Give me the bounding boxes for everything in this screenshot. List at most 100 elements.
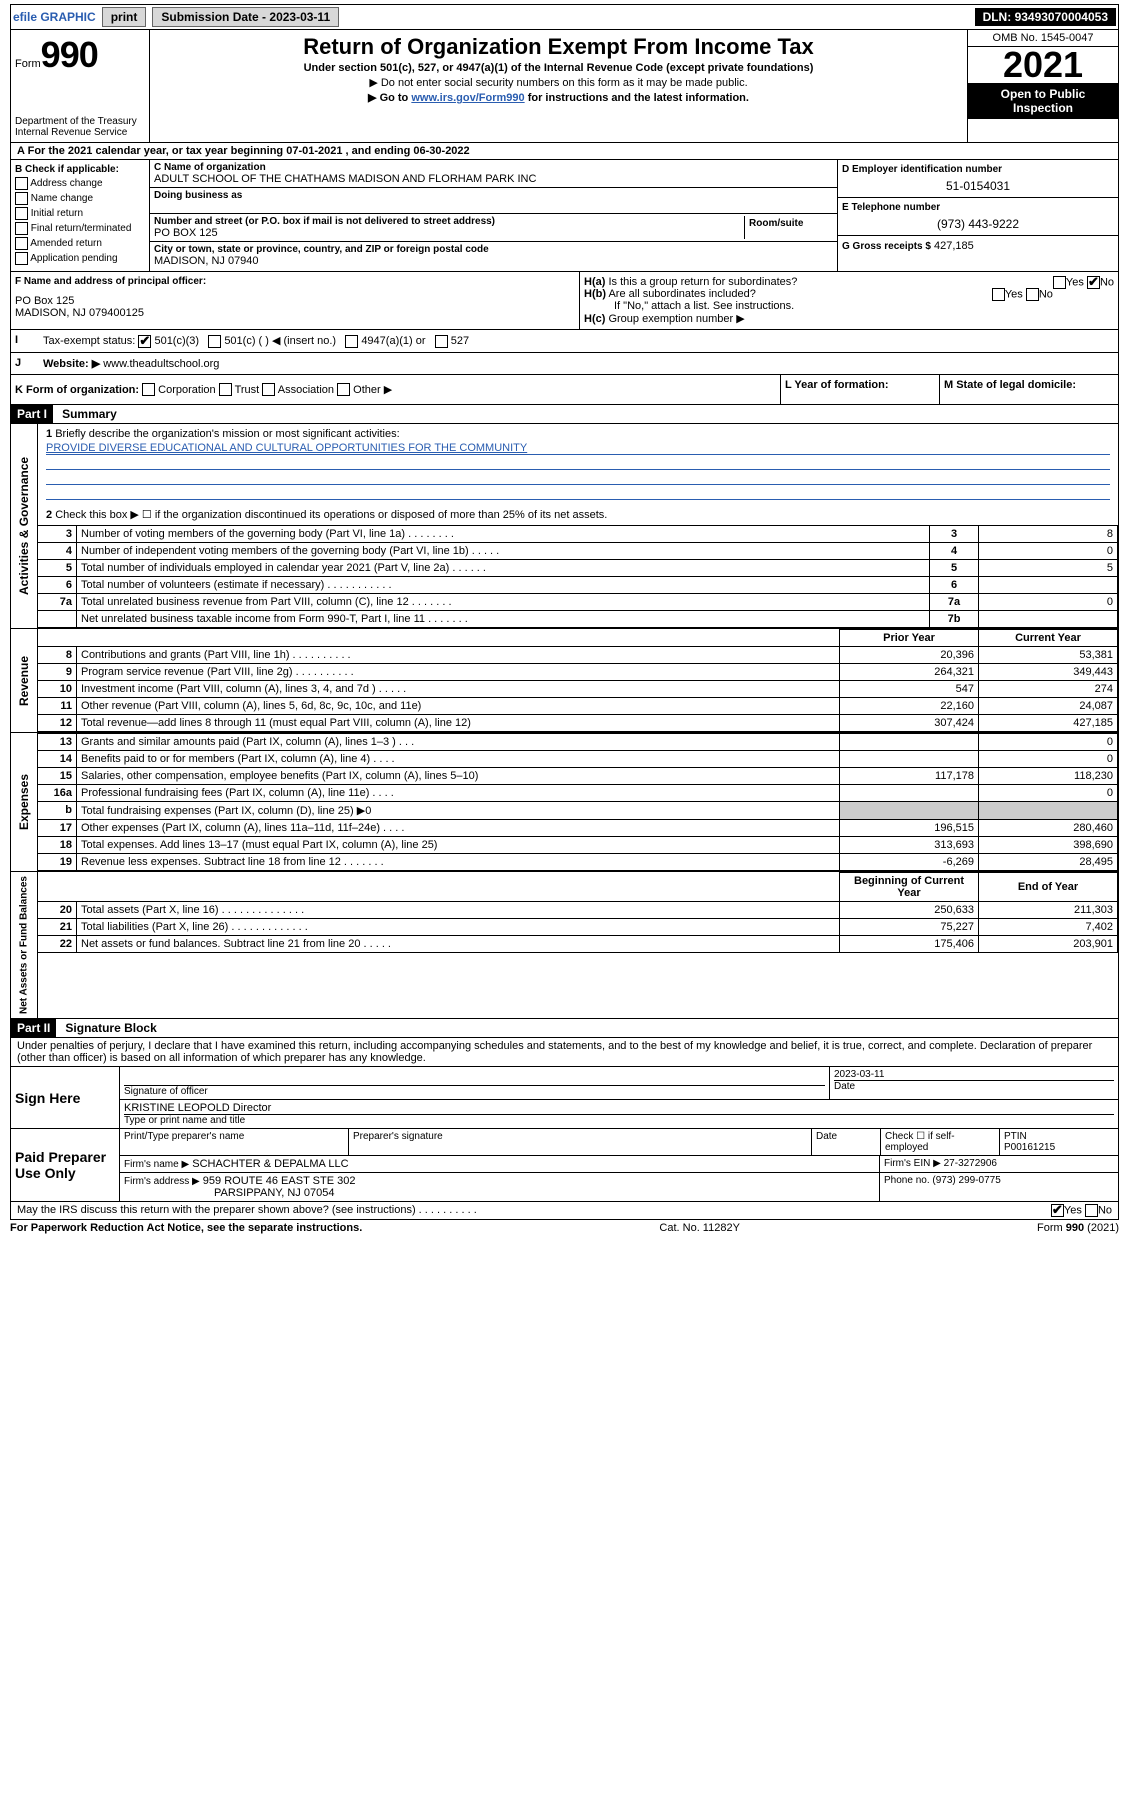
paid-preparer-label: Paid Preparer Use Only — [11, 1129, 119, 1201]
sub-date-value: 2023-03-11 — [269, 10, 330, 24]
officer-addr2: MADISON, NJ 079400125 — [15, 307, 575, 319]
table-row: 17Other expenses (Part IX, column (A), l… — [38, 820, 1118, 837]
officer-addr1: PO Box 125 — [15, 295, 575, 307]
declaration: Under penalties of perjury, I declare th… — [10, 1038, 1119, 1066]
officer-name: KRISTINE LEOPOLD Director — [124, 1102, 1114, 1114]
top-bar: efile GRAPHIC print Submission Date - 20… — [10, 4, 1119, 30]
footer: For Paperwork Reduction Act Notice, see … — [10, 1220, 1119, 1234]
box-i: I Tax-exempt status: 501(c)(3) 501(c) ( … — [10, 330, 1119, 353]
form-header: Form990 Department of the Treasury Inter… — [10, 30, 1119, 143]
table-row: 19Revenue less expenses. Subtract line 1… — [38, 854, 1118, 871]
discuss-yes-checkbox[interactable] — [1051, 1204, 1064, 1217]
expenses-section: Expenses 13Grants and similar amounts pa… — [10, 733, 1119, 872]
table-row: 10Investment income (Part VIII, column (… — [38, 681, 1118, 698]
firm-addr1: 959 ROUTE 46 EAST STE 302 — [203, 1175, 356, 1187]
app-pending-checkbox[interactable] — [15, 252, 28, 265]
ha-no-checkbox[interactable] — [1087, 276, 1100, 289]
net-vert-label: Net Assets or Fund Balances — [11, 872, 38, 1018]
revenue-table: Prior Year Current Year 8Contributions a… — [38, 629, 1118, 732]
form-title: Return of Organization Exempt From Incom… — [154, 34, 963, 60]
501c-checkbox[interactable] — [208, 335, 221, 348]
sign-block: Sign Here Signature of officer 2023-03-1… — [10, 1066, 1119, 1202]
527-checkbox[interactable] — [435, 335, 448, 348]
revenue-vert-label: Revenue — [11, 629, 38, 732]
sub-date-button: Submission Date - 2023-03-11 — [152, 7, 339, 27]
4947-checkbox[interactable] — [345, 335, 358, 348]
net-table: Beginning of Current Year End of Year 20… — [38, 872, 1118, 953]
corp-checkbox[interactable] — [142, 383, 155, 396]
firm-addr2: PARSIPPANY, NJ 07054 — [124, 1187, 875, 1199]
entity-block: B Check if applicable: Address change Na… — [10, 160, 1119, 272]
table-row: 22Net assets or fund balances. Subtract … — [38, 936, 1118, 953]
table-row: 4Number of independent voting members of… — [38, 543, 1118, 560]
tax-year: 2021 — [968, 47, 1118, 83]
form-number: 990 — [41, 34, 98, 75]
table-row: Net unrelated business taxable income fr… — [38, 611, 1118, 628]
form-subtitle: Under section 501(c), 527, or 4947(a)(1)… — [154, 62, 963, 74]
revenue-section: Revenue Prior Year Current Year 8Contrib… — [10, 629, 1119, 733]
expenses-vert-label: Expenses — [11, 733, 38, 871]
table-row: 21Total liabilities (Part X, line 26) . … — [38, 919, 1118, 936]
website-value: www.theadultschool.org — [103, 358, 219, 370]
box-f-h: F Name and address of principal officer:… — [10, 272, 1119, 330]
discuss-no-checkbox[interactable] — [1085, 1204, 1098, 1217]
sign-here-label: Sign Here — [11, 1067, 119, 1128]
expenses-table: 13Grants and similar amounts paid (Part … — [38, 733, 1118, 871]
hb-yes-checkbox[interactable] — [992, 288, 1005, 301]
org-name: ADULT SCHOOL OF THE CHATHAMS MADISON AND… — [154, 173, 833, 185]
table-row: 16aProfessional fundraising fees (Part I… — [38, 785, 1118, 802]
table-row: 3Number of voting members of the governi… — [38, 526, 1118, 543]
ha-yes-checkbox[interactable] — [1053, 276, 1066, 289]
sub-date-prefix: Submission Date - — [161, 10, 269, 24]
table-row: 7aTotal unrelated business revenue from … — [38, 594, 1118, 611]
table-row: 15Salaries, other compensation, employee… — [38, 768, 1118, 785]
phone-value: (973) 443-9222 — [842, 213, 1114, 231]
firm-ein: 27-3272906 — [944, 1158, 997, 1169]
firm-phone: (973) 299-0775 — [932, 1175, 1000, 1186]
box-c: C Name of organization ADULT SCHOOL OF T… — [150, 160, 837, 271]
net-assets-section: Net Assets or Fund Balances Beginning of… — [10, 872, 1119, 1019]
hb-no-checkbox[interactable] — [1026, 288, 1039, 301]
name-change-checkbox[interactable] — [15, 192, 28, 205]
table-row: bTotal fundraising expenses (Part IX, co… — [38, 802, 1118, 820]
activities-vert-label: Activities & Governance — [11, 424, 38, 628]
table-row: 5Total number of individuals employed in… — [38, 560, 1118, 577]
table-row: 13Grants and similar amounts paid (Part … — [38, 734, 1118, 751]
ptin-value: P00161215 — [1004, 1142, 1114, 1153]
table-row: 9Program service revenue (Part VIII, lin… — [38, 664, 1118, 681]
notice-link: ▶ Go to www.irs.gov/Form990 for instruct… — [154, 91, 963, 104]
part1-header: Part I Summary — [10, 405, 1119, 424]
box-k-l-m: K Form of organization: Corporation Trus… — [10, 375, 1119, 406]
addr-change-checkbox[interactable] — [15, 177, 28, 190]
trust-checkbox[interactable] — [219, 383, 232, 396]
gross-receipts: 427,185 — [934, 240, 974, 252]
tax-year-line: A For the 2021 calendar year, or tax yea… — [10, 143, 1119, 160]
dept-label: Department of the Treasury Internal Reve… — [15, 116, 145, 138]
governance-table: 3Number of voting members of the governi… — [38, 525, 1118, 628]
firm-name: SCHACHTER & DEPALMA LLC — [192, 1158, 348, 1170]
assoc-checkbox[interactable] — [262, 383, 275, 396]
form-prefix: Form — [15, 58, 41, 70]
street-address: PO Box 125 — [154, 227, 744, 239]
table-row: 11Other revenue (Part VIII, column (A), … — [38, 698, 1118, 715]
table-row: 18Total expenses. Add lines 13–17 (must … — [38, 837, 1118, 854]
table-row: 6Total number of volunteers (estimate if… — [38, 577, 1118, 594]
box-d-e-g: D Employer identification number 51-0154… — [837, 160, 1118, 271]
table-row: 8Contributions and grants (Part VIII, li… — [38, 647, 1118, 664]
dln-label: DLN: 93493070004053 — [975, 8, 1116, 26]
table-row: 12Total revenue—add lines 8 through 11 (… — [38, 715, 1118, 732]
part2-header: Part II Signature Block — [10, 1019, 1119, 1038]
other-checkbox[interactable] — [337, 383, 350, 396]
irs-link[interactable]: www.irs.gov/Form990 — [411, 92, 524, 104]
final-return-checkbox[interactable] — [15, 222, 28, 235]
initial-return-checkbox[interactable] — [15, 207, 28, 220]
print-button[interactable]: print — [102, 7, 147, 27]
efile-label[interactable]: efile GRAPHIC — [13, 10, 96, 24]
amended-checkbox[interactable] — [15, 237, 28, 250]
box-b: B Check if applicable: Address change Na… — [11, 160, 150, 271]
sign-date: 2023-03-11 — [834, 1069, 1114, 1080]
501c3-checkbox[interactable] — [138, 335, 151, 348]
table-row: 20Total assets (Part X, line 16) . . . .… — [38, 902, 1118, 919]
inspection-label: Open to Public Inspection — [968, 83, 1118, 119]
city-state-zip: MADISON, NJ 07940 — [154, 255, 833, 267]
